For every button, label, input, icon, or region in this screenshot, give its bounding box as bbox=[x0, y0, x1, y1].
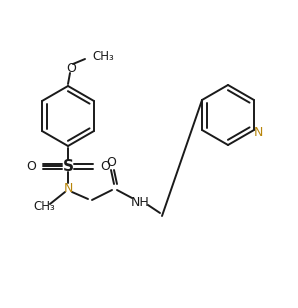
Text: N: N bbox=[253, 125, 263, 139]
Text: N: N bbox=[63, 181, 73, 194]
Text: S: S bbox=[63, 159, 74, 173]
Text: O: O bbox=[26, 160, 36, 172]
Text: O: O bbox=[100, 160, 110, 172]
Text: CH₃: CH₃ bbox=[33, 200, 55, 213]
Text: CH₃: CH₃ bbox=[92, 50, 114, 63]
Text: NH: NH bbox=[131, 196, 149, 209]
Text: O: O bbox=[106, 156, 116, 168]
Text: O: O bbox=[66, 62, 76, 75]
